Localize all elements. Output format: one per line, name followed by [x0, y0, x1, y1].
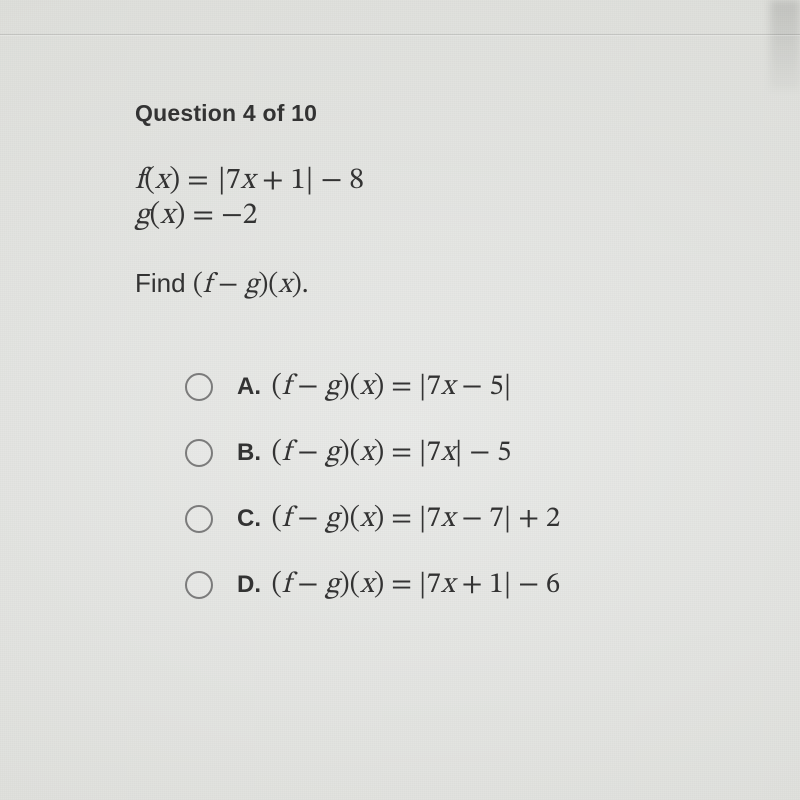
choice-b-key: B.	[237, 439, 261, 466]
choice-a-content: A. (f − g)(x) = |7x − 5|	[237, 369, 511, 405]
choice-d-key: D.	[237, 571, 261, 598]
choice-c[interactable]: C. (f − g)(x) = |7x − 7| + 2	[185, 501, 740, 537]
question-prompt: Find (f − g)(x).	[135, 269, 740, 301]
given-g: g(x) = −2	[135, 200, 740, 233]
choice-c-key: C.	[237, 505, 261, 532]
question-block: Question 4 of 10 f(x) = |7x + 1| − 8 g(x…	[135, 100, 740, 633]
radio-c[interactable]	[185, 505, 213, 533]
choice-d-expr: (f − g)(x) = |7x + 1| − 6	[271, 570, 560, 599]
choice-d[interactable]: D. (f − g)(x) = |7x + 1| − 6	[185, 567, 740, 603]
choice-a[interactable]: A. (f − g)(x) = |7x − 5|	[185, 369, 740, 405]
choice-d-content: D. (f − g)(x) = |7x + 1| − 6	[237, 567, 560, 603]
g-rhs: −2	[221, 201, 257, 231]
radio-d[interactable]	[185, 571, 213, 599]
choice-c-content: C. (f − g)(x) = |7x − 7| + 2	[237, 501, 560, 537]
question-header: Question 4 of 10	[135, 100, 740, 127]
choice-c-expr: (f − g)(x) = |7x − 7| + 2	[271, 504, 560, 533]
f-rhs: |7x + 1| − 8	[216, 166, 366, 196]
choice-list: A. (f − g)(x) = |7x − 5| B. (f − g)(x) =…	[185, 369, 740, 603]
choice-b-expr: (f − g)(x) = |7x| − 5	[271, 438, 511, 467]
choice-a-key: A.	[237, 373, 261, 400]
given-f: f(x) = |7x + 1| − 8	[135, 165, 740, 198]
radio-a[interactable]	[185, 373, 213, 401]
choice-b[interactable]: B. (f − g)(x) = |7x| − 5	[185, 435, 740, 471]
corner-shadow	[770, 0, 800, 90]
choice-b-content: B. (f − g)(x) = |7x| − 5	[237, 435, 511, 471]
top-divider	[0, 34, 800, 36]
choice-a-expr: (f − g)(x) = |7x − 5|	[271, 372, 511, 401]
radio-b[interactable]	[185, 439, 213, 467]
given-functions: f(x) = |7x + 1| − 8 g(x) = −2	[135, 165, 740, 233]
